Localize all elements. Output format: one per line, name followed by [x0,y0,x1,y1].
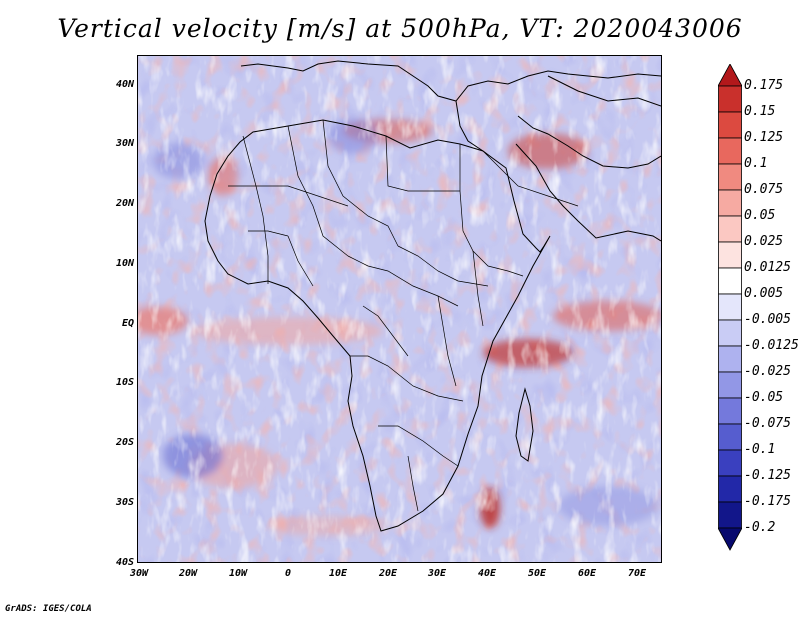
grads-credit: GrADS: IGES/COLA [5,604,92,614]
colorbar-segment [718,319,742,347]
colorbar-label: 0.0125 [744,260,791,275]
colorbar-label: -0.075 [744,416,791,431]
colorbar [718,64,742,551]
colorbar-segment [718,475,742,503]
colorbar-segment [718,111,742,139]
colorbar-segment [718,345,742,373]
lat-label-10n: 10N [115,258,134,269]
colorbar-segment [718,215,742,243]
colorbar-label: -0.0125 [744,338,799,353]
colorbar-label: 0.125 [744,130,784,145]
map-panel [137,55,662,563]
colorbar-segment [718,267,742,295]
colorbar-label: 0.025 [744,234,784,249]
colorbar-label: -0.1 [744,442,776,457]
colorbar-label: 0.15 [744,104,776,119]
colorbar-segment [718,189,742,217]
lat-label-30s: 30S [115,497,134,508]
country-borders [228,119,579,512]
colorbar-segment [718,293,742,321]
colorbar-label: 0.1 [744,156,768,171]
lon-label-10e: 10E [328,568,348,579]
lon-label-20e: 20E [378,568,398,579]
colorbar-label: -0.005 [744,312,791,327]
colorbar-segment [718,163,742,191]
lon-label-20w: 20W [178,568,198,579]
colorbar-label: -0.125 [744,468,791,483]
colorbar-segment [718,371,742,399]
lat-label-20n: 20N [115,198,134,209]
lat-label-20s: 20S [115,437,134,448]
lon-label-50e: 50E [527,568,547,579]
colorbar-label: 0.005 [744,286,784,301]
lon-label-60e: 60E [577,568,597,579]
lat-label-30n: 30N [115,138,134,149]
lon-label-30w: 30W [129,568,149,579]
lon-label-70e: 70E [627,568,647,579]
lat-label-40n: 40N [115,79,134,90]
colorbar-segment [718,397,742,425]
lat-label-eq: EQ [121,318,134,329]
colorbar-label: -0.2 [744,520,776,535]
colorbar-segment [718,449,742,477]
lon-label-40e: 40E [477,568,497,579]
colorbar-label: 0.05 [744,208,776,223]
colorbar-label: -0.175 [744,494,791,509]
colorbar-segment [718,527,742,551]
colorbar-label: -0.025 [744,364,791,379]
lon-label-10w: 10W [228,568,248,579]
lon-label-0: 0 [284,568,292,579]
colorbar-label: 0.175 [744,78,784,93]
lon-label-30e: 30E [427,568,447,579]
colorbar-segment [718,423,742,451]
chart-title: Vertical velocity [m/s] at 500hPa, VT: 2… [57,14,743,43]
lat-label-40s: 40S [115,557,134,568]
colorbar-segment [718,501,742,529]
colorbar-segment [718,241,742,269]
lat-label-10s: 10S [115,377,134,388]
colorbar-label: 0.075 [744,182,784,197]
colorbar-segment [718,64,742,87]
colorbar-segment [718,137,742,165]
vertical-velocity-map [138,56,661,562]
colorbar-label: -0.05 [744,390,784,405]
colorbar-segment [718,85,742,113]
